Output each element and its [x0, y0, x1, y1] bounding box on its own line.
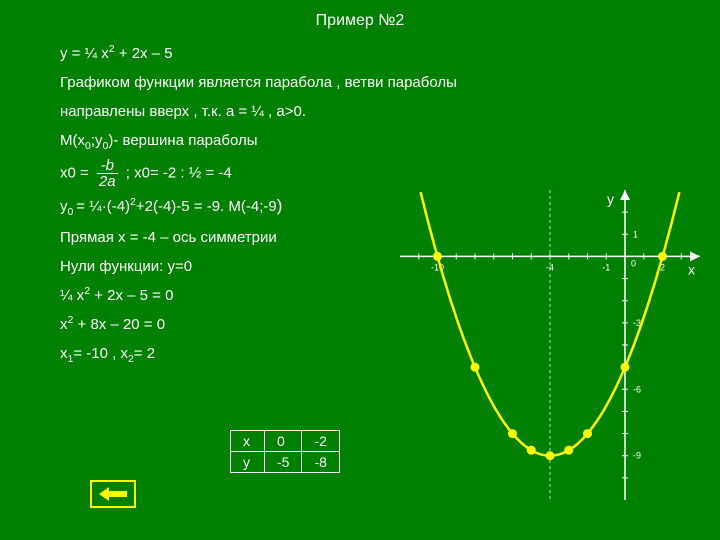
x0-line: х0 = -b2a ; х0= -2 : ½ = -4 — [60, 158, 660, 189]
table-row: у -5 -8 — [231, 452, 340, 473]
svg-text:-1: -1 — [602, 262, 610, 272]
values-table: х 0 -2 у -5 -8 — [230, 430, 340, 473]
arrow-left-icon — [99, 487, 127, 501]
page-title: Пример №2 — [0, 0, 720, 30]
svg-text:-9: -9 — [633, 451, 641, 461]
svg-text:0: 0 — [631, 258, 636, 268]
table-row: х 0 -2 — [231, 431, 340, 452]
equation-line: у = ¼ х2 + 2х – 5 — [60, 40, 660, 67]
svg-text:-6: -6 — [633, 384, 641, 394]
back-button[interactable] — [90, 480, 136, 508]
svg-text:x: x — [688, 261, 695, 277]
svg-text:у: у — [607, 191, 614, 207]
desc-line-2: направлены вверх , т.к. а = ¼ , а>0. — [60, 98, 660, 125]
vertex-label: М(х0;у0)- вершина параболы — [60, 127, 660, 156]
desc-line-1: Графиком функции является парабола , вет… — [60, 69, 660, 96]
svg-text:1: 1 — [633, 229, 638, 239]
svg-text:-4: -4 — [546, 262, 554, 272]
parabola-chart: -10-4-121-3-6-90xу — [400, 190, 700, 500]
